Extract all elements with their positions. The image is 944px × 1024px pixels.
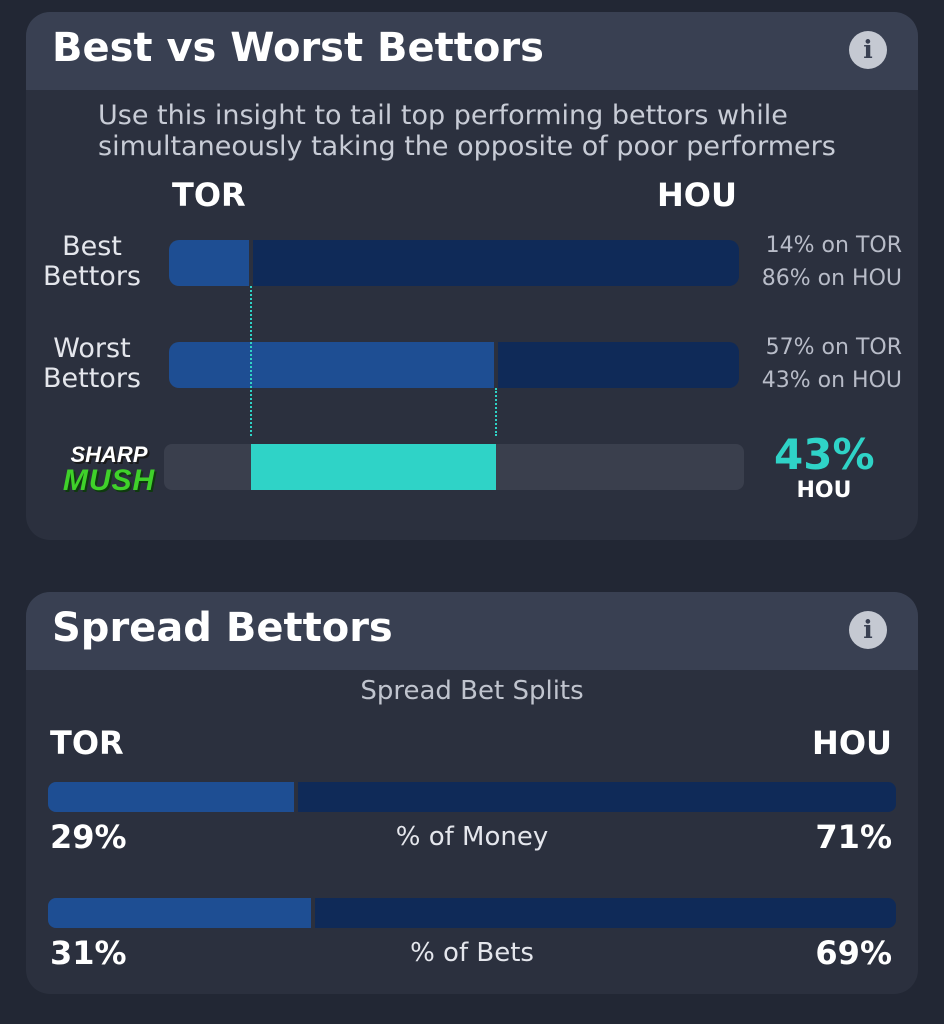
best-left-pct: 14% on TOR	[765, 233, 902, 258]
best-bettors-right-bar	[253, 240, 739, 286]
card-header: Best vs Worst Bettors i	[26, 12, 918, 90]
sharp-mush-segment	[251, 444, 496, 490]
money-right-bar	[298, 782, 896, 812]
money-label: % of Money	[395, 822, 549, 852]
worst-bettors-right-bar	[498, 342, 739, 388]
best-vs-worst-card: Best vs Worst Bettors i Use this insight…	[26, 12, 918, 540]
worst-bettors-left-bar	[169, 342, 494, 388]
team-label-left: TOR	[50, 724, 124, 762]
logo-top-text: SHARP	[70, 442, 148, 467]
spread-bettors-card: Spread Bettors i Spread Bet Splits TOR H…	[26, 592, 918, 994]
card-subtitle: Use this insight to tail top performing …	[98, 100, 836, 162]
best-right-pct: 86% on HOU	[761, 266, 902, 291]
sharp-team: HOU	[796, 478, 852, 503]
bets-left-bar	[48, 898, 311, 928]
info-icon[interactable]: i	[849, 31, 887, 69]
best-bettors-pct: 14% on TOR 86% on HOU	[762, 229, 902, 295]
team-label-left: TOR	[172, 176, 246, 214]
bets-left-value: 31%	[50, 934, 127, 972]
worst-bettors-label: Worst Bettors	[43, 333, 141, 394]
bets-label: % of Bets	[410, 938, 534, 968]
sharp-mush-logo: SHARP MUSH	[46, 440, 172, 504]
logo-bottom-text: MUSH	[62, 464, 156, 497]
money-right-value: 71%	[815, 818, 892, 856]
team-label-right: HOU	[657, 176, 737, 214]
info-icon[interactable]: i	[849, 611, 887, 649]
card-header: Spread Bettors i	[26, 592, 918, 670]
money-left-value: 29%	[50, 818, 127, 856]
bets-right-value: 69%	[815, 934, 892, 972]
card-title: Spread Bettors	[52, 605, 393, 651]
worst-bettors-pct: 57% on TOR 43% on HOU	[762, 331, 902, 397]
best-bettors-left-bar	[169, 240, 249, 286]
worst-marker-line	[495, 388, 497, 436]
money-left-bar	[48, 782, 294, 812]
splits-title: Spread Bet Splits	[360, 676, 584, 706]
best-marker-line	[250, 286, 252, 436]
worst-right-pct: 43% on HOU	[761, 368, 902, 393]
best-bettors-label: Best Bettors	[43, 231, 141, 292]
worst-left-pct: 57% on TOR	[765, 335, 902, 360]
team-label-right: HOU	[812, 724, 892, 762]
card-title: Best vs Worst Bettors	[52, 25, 544, 71]
sharp-pct: 43%	[774, 430, 875, 479]
bets-right-bar	[315, 898, 896, 928]
